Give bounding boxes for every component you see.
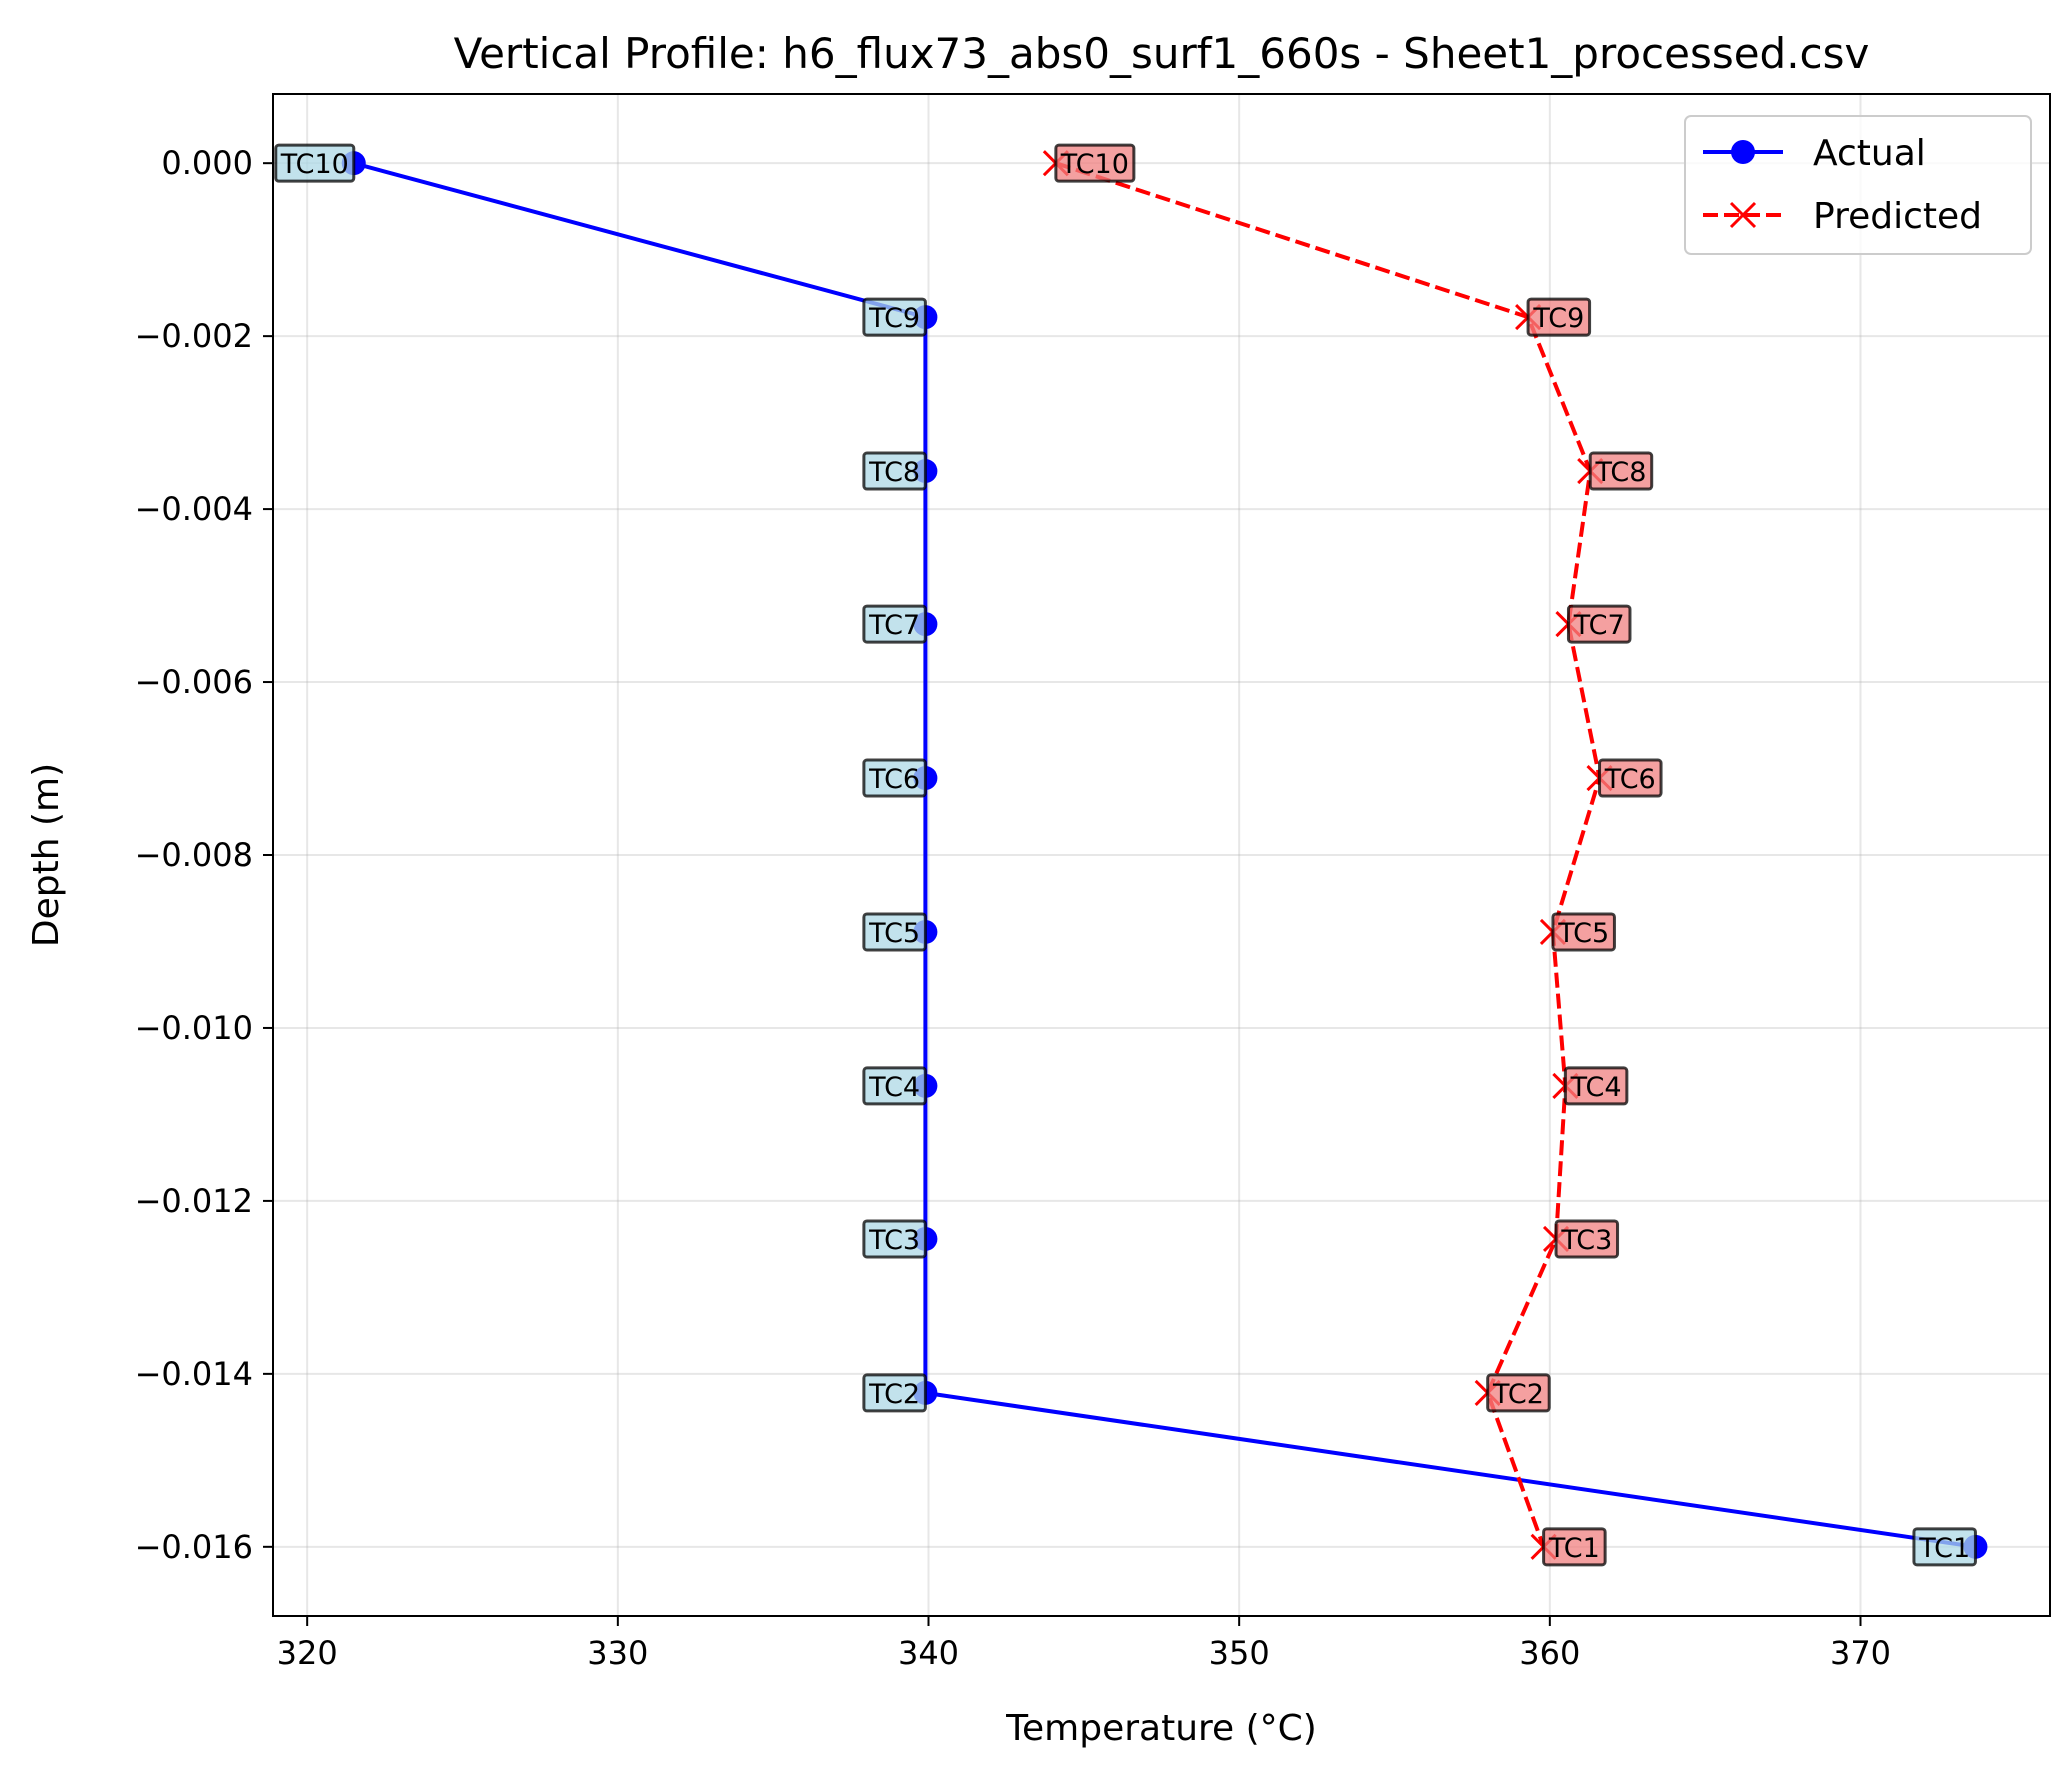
point-label-text: TC9 <box>1532 303 1584 334</box>
legend: Actual Predicted <box>1684 115 2032 255</box>
grid <box>273 94 2050 1616</box>
point-label-box <box>862 1373 927 1413</box>
point-label: TC10 <box>1054 143 1136 183</box>
point-label: TC8 <box>862 451 927 491</box>
point-label-text: TC1 <box>1918 1533 1970 1564</box>
point-label-box <box>274 143 356 183</box>
x-tick-label: 370 <box>1830 1634 1891 1672</box>
point-label-box <box>1526 297 1592 337</box>
point-labels: TC10 TC9 TC8 TC7 TC6 TC5 TC4 TC3 TC2 TC1 TC10 TC9 TC… <box>274 143 1977 1567</box>
point-label-text: TC9 <box>868 303 920 334</box>
point-label: TC2 <box>862 1373 927 1413</box>
x-tick-label: 360 <box>1519 1634 1580 1672</box>
point-label: TC5 <box>1551 912 1616 952</box>
point-label: TC9 <box>1526 297 1592 337</box>
point-label-box <box>1598 758 1663 798</box>
point-label-text: TC5 <box>1557 918 1609 949</box>
point-label: TC7 <box>862 604 927 644</box>
point-label: TC5 <box>862 912 927 952</box>
point-label: TC1 <box>1542 1527 1607 1567</box>
point-label-box <box>1912 1527 1977 1567</box>
point-label: TC6 <box>862 758 927 798</box>
chart-title: Vertical Profile: h6_flux73_abs0_surf1_6… <box>454 29 1870 78</box>
y-tick-label: −0.016 <box>135 1528 253 1566</box>
point-label: TC3 <box>1554 1219 1620 1259</box>
point-label-box <box>1551 912 1616 952</box>
point-label-text: TC8 <box>868 457 920 488</box>
y-tick-label: −0.014 <box>135 1355 253 1393</box>
point-label: TC4 <box>862 1066 927 1106</box>
point-label-box <box>862 297 927 337</box>
y-tick-label: −0.008 <box>135 836 253 874</box>
point-label-text: TC6 <box>1604 764 1656 795</box>
legend-label: Actual <box>1813 133 1926 174</box>
point-label: TC10 <box>274 143 356 183</box>
point-label: TC8 <box>1588 451 1654 491</box>
point-label: TC6 <box>1598 758 1663 798</box>
x-axis-label: Temperature (°C) <box>1005 1708 1317 1749</box>
point-label-text: TC1 <box>1548 1533 1600 1564</box>
legend-label: Predicted <box>1813 196 1982 237</box>
point-label-text: TC2 <box>868 1379 920 1410</box>
legend-marker <box>1729 201 1757 229</box>
legend-marker <box>1731 140 1755 164</box>
point-label-text: TC7 <box>1573 610 1625 641</box>
point-label-box <box>1566 604 1632 644</box>
series-line-predicted <box>1055 161 1602 1548</box>
point-label: TC3 <box>862 1219 927 1259</box>
point-label-text: TC3 <box>868 1225 920 1256</box>
point-label-box <box>862 758 927 798</box>
point-label-box <box>862 604 927 644</box>
point-label-text: TC4 <box>1570 1072 1622 1103</box>
y-tick-label: −0.006 <box>135 663 253 701</box>
point-label-box <box>862 1066 927 1106</box>
y-tick-label: −0.010 <box>135 1009 253 1047</box>
point-label-box <box>1588 451 1654 491</box>
point-label: TC7 <box>1566 604 1632 644</box>
x-tick-label: 330 <box>587 1634 648 1672</box>
y-tick-label: −0.004 <box>135 490 253 528</box>
point-label-text: TC10 <box>280 149 349 180</box>
point-label: TC1 <box>1912 1527 1977 1567</box>
point-label-box <box>862 1219 927 1259</box>
point-label-text: TC7 <box>868 610 920 641</box>
y-tick-label: 0.000 <box>161 144 253 182</box>
point-label: TC9 <box>862 297 927 337</box>
series-line-actual <box>353 161 1976 1549</box>
point-label-box <box>1542 1527 1607 1567</box>
y-tick-label: −0.002 <box>135 317 253 355</box>
point-label-box <box>1554 1219 1620 1259</box>
point-label-box <box>1563 1066 1629 1106</box>
point-label-box <box>1486 1373 1551 1413</box>
point-label-box <box>862 451 927 491</box>
x-tick-label: 350 <box>1209 1634 1270 1672</box>
point-label-box <box>1054 143 1136 183</box>
point-label-text: TC2 <box>1492 1379 1544 1410</box>
x-tick-label: 320 <box>277 1634 338 1672</box>
point-label-text: TC4 <box>868 1072 920 1103</box>
y-tick-label: −0.012 <box>135 1182 253 1220</box>
ticks: 320 330 340 350 360 370 0.000 −0.002 −0.004 −0.00… <box>135 144 1891 1672</box>
point-label-text: TC6 <box>868 764 920 795</box>
point-label-text: TC10 <box>1060 149 1129 180</box>
x-tick-label: 340 <box>898 1634 959 1672</box>
point-label: TC2 <box>1486 1373 1551 1413</box>
point-label-text: TC3 <box>1560 1225 1612 1256</box>
point-label-text: TC8 <box>1594 457 1646 488</box>
point-label-text: TC5 <box>868 918 920 949</box>
point-label-box <box>862 912 927 952</box>
y-axis-label: Depth (m) <box>26 763 67 947</box>
point-label: TC4 <box>1563 1066 1629 1106</box>
